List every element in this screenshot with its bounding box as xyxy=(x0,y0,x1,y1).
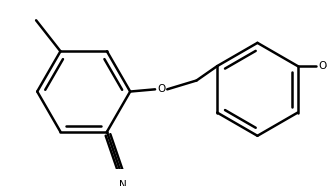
Text: N: N xyxy=(118,180,126,186)
Text: O: O xyxy=(318,61,326,71)
Text: O: O xyxy=(157,84,165,94)
